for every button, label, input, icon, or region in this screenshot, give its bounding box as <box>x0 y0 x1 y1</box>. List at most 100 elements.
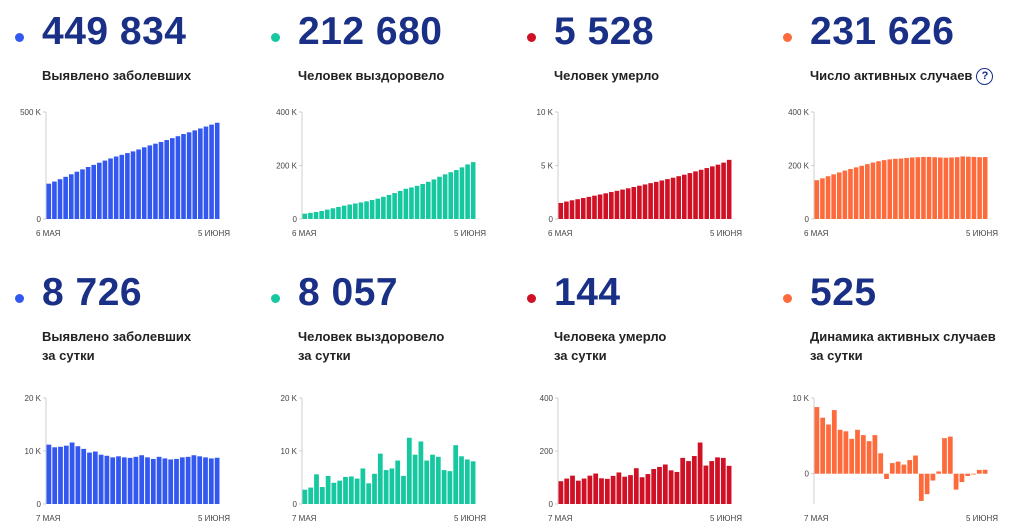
bar[interactable] <box>74 171 80 219</box>
bar[interactable] <box>75 446 81 504</box>
bar[interactable] <box>884 473 889 480</box>
bar[interactable] <box>87 452 92 504</box>
bar[interactable] <box>437 176 442 219</box>
bar[interactable] <box>80 169 85 219</box>
bar[interactable] <box>68 174 74 219</box>
bar[interactable] <box>102 160 108 219</box>
bar[interactable] <box>337 480 343 504</box>
bar[interactable] <box>341 205 347 220</box>
bar[interactable] <box>836 172 842 219</box>
bar[interactable] <box>691 456 697 504</box>
bar[interactable] <box>564 478 570 504</box>
bar[interactable] <box>69 442 75 504</box>
bar[interactable] <box>657 466 662 504</box>
bar[interactable] <box>343 476 348 504</box>
bar[interactable] <box>698 169 704 219</box>
bar[interactable] <box>904 158 909 219</box>
bar[interactable] <box>581 478 587 504</box>
bar[interactable] <box>610 475 616 504</box>
bar[interactable] <box>870 162 876 219</box>
bar[interactable] <box>575 480 581 504</box>
bar[interactable] <box>814 180 820 219</box>
bar[interactable] <box>887 159 893 219</box>
bar[interactable] <box>965 473 971 476</box>
bar[interactable] <box>726 159 732 219</box>
bar[interactable] <box>558 202 564 219</box>
bar[interactable] <box>721 162 726 219</box>
bar[interactable] <box>197 456 203 504</box>
bar[interactable] <box>866 441 872 474</box>
help-icon[interactable]: ? <box>976 68 994 86</box>
bar[interactable] <box>360 468 366 504</box>
bar[interactable] <box>872 435 878 474</box>
bar[interactable] <box>949 157 954 219</box>
bar[interactable] <box>169 138 175 219</box>
bar[interactable] <box>424 460 430 504</box>
bar[interactable] <box>347 204 353 219</box>
bar[interactable] <box>913 455 918 474</box>
bar[interactable] <box>860 435 866 474</box>
bar[interactable] <box>153 143 158 219</box>
bar[interactable] <box>418 441 424 504</box>
bar[interactable] <box>837 429 843 474</box>
bar[interactable] <box>820 417 826 474</box>
bar[interactable] <box>145 457 150 504</box>
bar[interactable] <box>826 424 831 474</box>
bar[interactable] <box>381 196 386 219</box>
bar[interactable] <box>831 410 837 474</box>
bar[interactable] <box>849 438 855 474</box>
bar[interactable] <box>943 157 949 219</box>
bar[interactable] <box>185 456 191 504</box>
bar[interactable] <box>46 444 52 504</box>
bar[interactable] <box>130 151 136 219</box>
bar[interactable] <box>697 442 703 504</box>
bar[interactable] <box>364 201 369 219</box>
bar[interactable] <box>603 193 609 219</box>
bar[interactable] <box>139 455 145 504</box>
bar[interactable] <box>715 457 720 504</box>
bar[interactable] <box>470 162 476 219</box>
bar[interactable] <box>693 171 698 219</box>
bar[interactable] <box>597 194 603 220</box>
bar[interactable] <box>687 173 693 219</box>
bar[interactable] <box>214 122 220 219</box>
bar[interactable] <box>447 471 453 504</box>
bar[interactable] <box>147 145 153 219</box>
bar[interactable] <box>208 458 214 504</box>
bar[interactable] <box>575 199 580 219</box>
bar[interactable] <box>377 453 383 504</box>
bar[interactable] <box>168 459 174 504</box>
bar[interactable] <box>651 469 657 504</box>
bar[interactable] <box>977 157 982 219</box>
bar[interactable] <box>976 469 982 474</box>
bar[interactable] <box>982 157 988 219</box>
bar[interactable] <box>453 445 459 504</box>
bar[interactable] <box>308 212 313 219</box>
bar[interactable] <box>876 161 881 219</box>
bar[interactable] <box>85 167 91 219</box>
bar[interactable] <box>947 436 953 474</box>
bar[interactable] <box>314 474 319 504</box>
bar[interactable] <box>960 156 966 219</box>
bar[interactable] <box>52 447 58 504</box>
bar[interactable] <box>331 482 337 504</box>
bar[interactable] <box>569 200 575 219</box>
bar[interactable] <box>726 465 732 504</box>
bar[interactable] <box>330 208 336 219</box>
bar[interactable] <box>121 457 127 504</box>
bar[interactable] <box>395 460 401 504</box>
bar[interactable] <box>670 177 676 219</box>
bar[interactable] <box>558 481 564 504</box>
bar[interactable] <box>98 454 104 504</box>
bar[interactable] <box>895 461 901 474</box>
bar[interactable] <box>324 209 330 219</box>
bar[interactable] <box>181 134 186 219</box>
bar[interactable] <box>46 183 52 219</box>
bar[interactable] <box>133 456 139 504</box>
bar[interactable] <box>599 478 604 504</box>
bar[interactable] <box>645 474 651 504</box>
bar[interactable] <box>907 460 913 474</box>
bar[interactable] <box>616 472 622 504</box>
bar[interactable] <box>104 455 110 504</box>
bar[interactable] <box>81 448 87 504</box>
